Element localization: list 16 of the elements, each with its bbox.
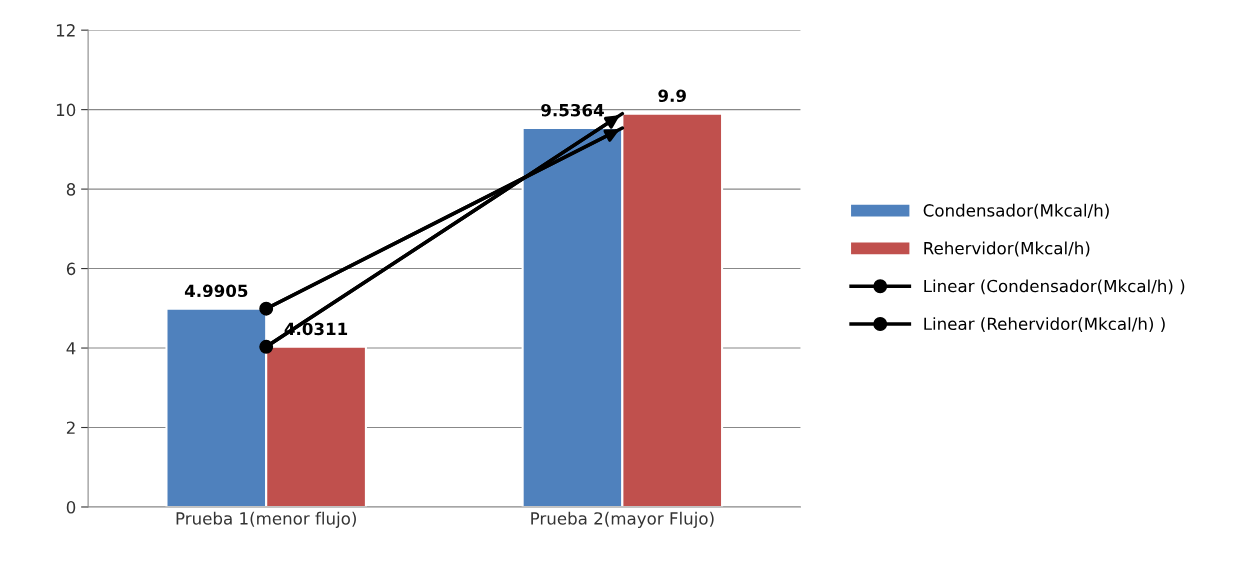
y-tick-label: 4 <box>66 342 76 355</box>
data-label: 9.5364 <box>541 103 604 117</box>
x-tick-label: Prueba 1(menor flujo) <box>176 511 356 528</box>
y-tick-label: 0 <box>66 500 76 514</box>
legend-label: Linear (Condensador(Mkcal/h) ) <box>924 279 1185 295</box>
y-tick-label: 2 <box>66 421 75 434</box>
legend-label: Rehervidor(Mkcal/h) <box>924 241 1090 257</box>
y-tick-label: 6 <box>66 262 76 276</box>
y-tick-label: 8 <box>66 183 76 196</box>
legend-label: Linear (Rehervidor(Mkcal/h) ) <box>924 317 1165 333</box>
y-tick-label: 10 <box>56 103 76 117</box>
legend-label: Condensador(Mkcal/h) <box>923 203 1109 219</box>
data-label: 4.9905 <box>184 284 248 298</box>
data-label: 9.9 <box>658 89 686 103</box>
y-tick-label: 12 <box>56 24 75 37</box>
x-tick-label: Prueba 2(mayor Flujo) <box>531 511 714 528</box>
